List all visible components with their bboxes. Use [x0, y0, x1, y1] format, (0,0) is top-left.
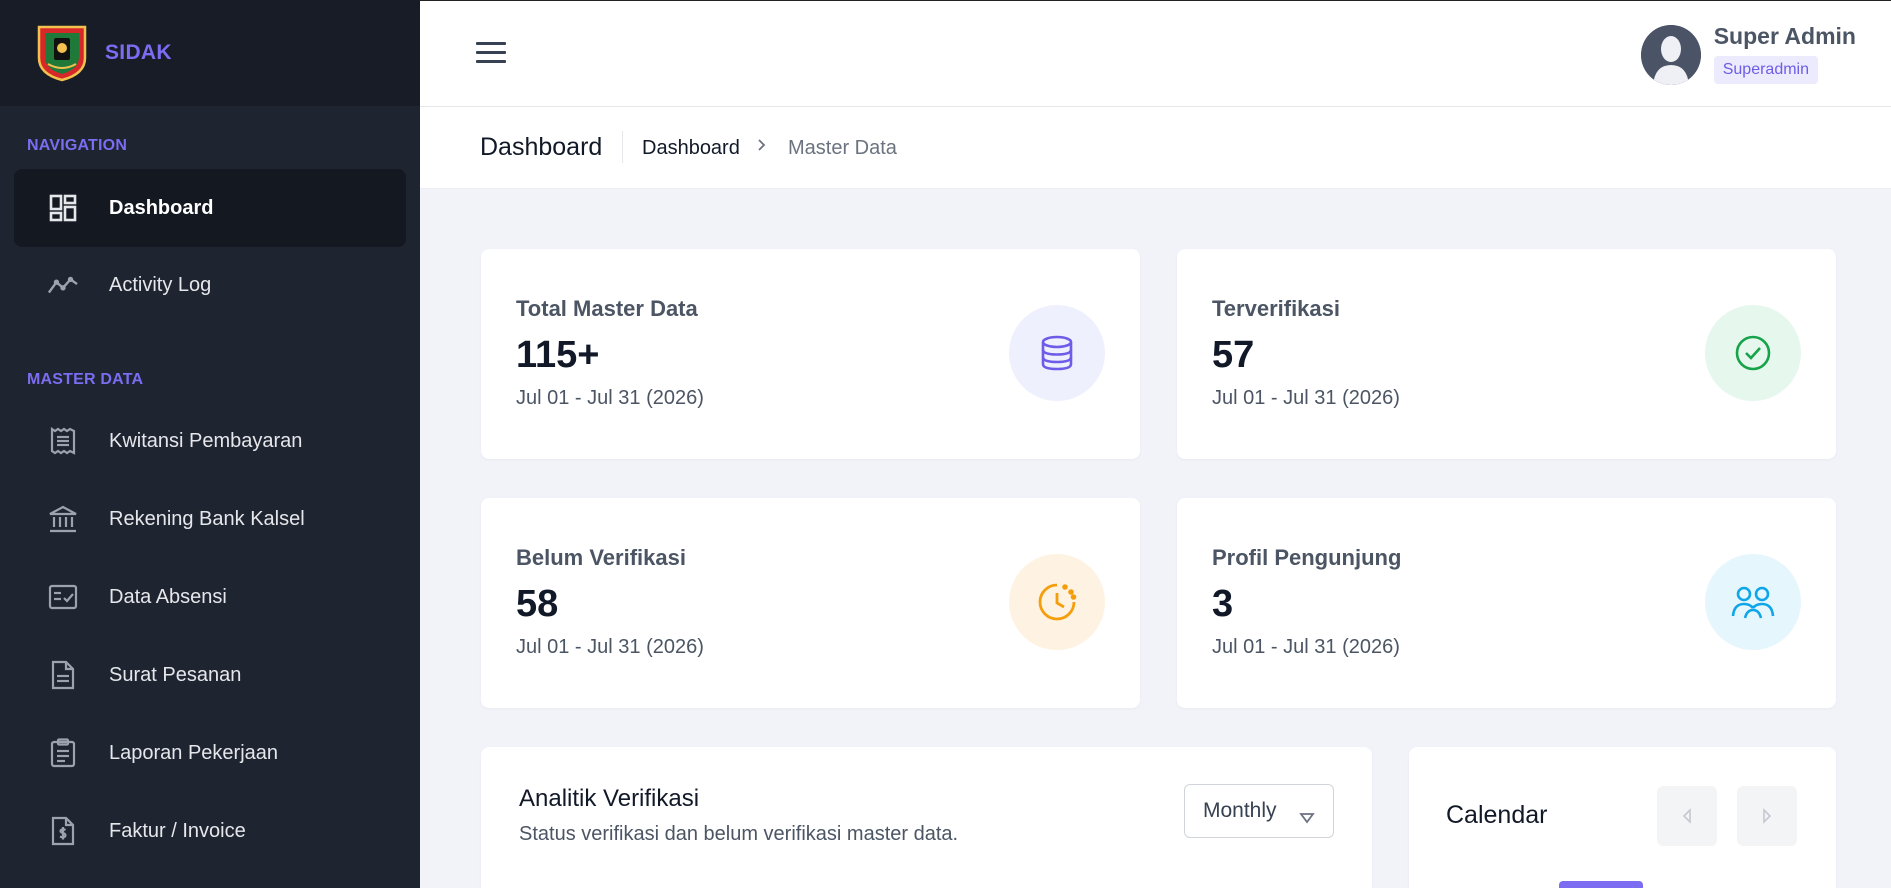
- sidebar-item-faktur[interactable]: Faktur / Invoice: [14, 792, 406, 870]
- user-info: Super Admin Superadmin: [1713, 23, 1856, 84]
- stat-label: Total Master Data: [516, 296, 698, 321]
- chevron-down-icon: [1299, 806, 1315, 830]
- brand-header: SIDAK: [0, 0, 420, 106]
- sidebar-item-label: Kwitansi Pembayaran: [109, 429, 303, 452]
- user-role-badge: Superadmin: [1713, 56, 1818, 84]
- sidebar-item-label: Data Absensi: [109, 585, 227, 608]
- calendar-card: Calendar: [1409, 747, 1836, 888]
- sidebar-item-laporan[interactable]: Laporan Pekerjaan: [14, 714, 406, 792]
- sidebar-item-label: Activity Log: [109, 273, 212, 296]
- sidebar: SIDAK NAVIGATION Dashboard Activity Log …: [0, 0, 420, 888]
- stat-value: 3: [1212, 583, 1234, 625]
- activity-icon: [48, 270, 78, 300]
- divider: [622, 131, 623, 163]
- stat-label: Terverifikasi: [1212, 296, 1341, 321]
- avatar: [1640, 25, 1701, 85]
- stat-label: Profil Pengunjung: [1212, 545, 1402, 570]
- brand-name: SIDAK: [105, 41, 172, 64]
- receipt-icon: [48, 426, 78, 456]
- period-select-value: Monthly: [1203, 799, 1277, 822]
- stat-date-range: Jul 01 - Jul 31 (2026): [516, 636, 704, 658]
- stat-date-range: Jul 01 - Jul 31 (2026): [1212, 636, 1400, 658]
- stat-value: 115+: [516, 334, 600, 376]
- sidebar-item-kwitansi[interactable]: Kwitansi Pembayaran: [14, 402, 406, 480]
- breadcrumb: Dashboard Dashboard Master Data: [420, 107, 1891, 189]
- sidebar-item-label: Laporan Pekerjaan: [109, 741, 279, 764]
- sidebar-item-surat-pesanan[interactable]: Surat Pesanan: [14, 636, 406, 714]
- hamburger-menu-icon[interactable]: [476, 42, 506, 66]
- analytics-title: Analitik Verifikasi: [519, 785, 700, 812]
- calendar-title: Calendar: [1446, 801, 1548, 829]
- clock-icon: [1009, 554, 1105, 650]
- sidebar-item-absensi[interactable]: Data Absensi: [14, 558, 406, 636]
- stat-value: 57: [1212, 334, 1255, 376]
- stat-label: Belum Verifikasi: [516, 545, 686, 570]
- stat-card-terverifikasi: Terverifikasi 57 Jul 01 - Jul 31 (2026): [1177, 249, 1836, 459]
- sidebar-item-rekening[interactable]: Rekening Bank Kalsel: [14, 480, 406, 558]
- period-select[interactable]: Monthly: [1184, 784, 1334, 838]
- user-name: Super Admin: [1713, 23, 1856, 49]
- sidebar-item-activity-log[interactable]: Activity Log: [14, 246, 406, 324]
- sidebar-item-label: Faktur / Invoice: [109, 819, 246, 842]
- breadcrumb-item-dashboard[interactable]: Dashboard: [642, 137, 740, 159]
- clipboard-icon: [48, 738, 78, 768]
- check-circle-icon: [1705, 305, 1801, 401]
- bank-icon: [48, 504, 78, 534]
- sidebar-item-label: Rekening Bank Kalsel: [109, 507, 305, 530]
- dashboard-icon: [48, 193, 78, 223]
- sidebar-item-label: Dashboard: [109, 196, 214, 219]
- calendar-today-highlight[interactable]: [1559, 881, 1643, 888]
- calendar-next-button[interactable]: [1737, 786, 1797, 846]
- stat-date-range: Jul 01 - Jul 31 (2026): [516, 387, 704, 409]
- database-icon: [1009, 305, 1105, 401]
- top-bar: Super Admin Superadmin: [420, 0, 1891, 107]
- analytics-card: Analitik Verifikasi Status verifikasi da…: [481, 747, 1372, 888]
- document-icon: [48, 660, 78, 690]
- user-profile[interactable]: Super Admin Superadmin: [1640, 23, 1856, 85]
- section-navigation: NAVIGATION: [27, 137, 128, 154]
- sidebar-item-dashboard[interactable]: Dashboard: [14, 169, 406, 247]
- analytics-subtitle: Status verifikasi dan belum verifikasi m…: [519, 823, 959, 845]
- stat-card-total: Total Master Data 115+ Jul 01 - Jul 31 (…: [481, 249, 1140, 459]
- attendance-icon: [48, 582, 78, 612]
- stat-card-profil-pengunjung: Profil Pengunjung 3 Jul 01 - Jul 31 (202…: [1177, 498, 1836, 708]
- stat-date-range: Jul 01 - Jul 31 (2026): [1212, 387, 1400, 409]
- stat-card-belum-verifikasi: Belum Verifikasi 58 Jul 01 - Jul 31 (202…: [481, 498, 1140, 708]
- chevron-right-icon: [756, 135, 768, 161]
- page-title: Dashboard: [480, 133, 603, 161]
- users-icon: [1705, 554, 1801, 650]
- calendar-prev-button[interactable]: [1657, 786, 1717, 846]
- logo-icon: [37, 25, 87, 82]
- sidebar-item-label: Surat Pesanan: [109, 663, 242, 686]
- stat-value: 58: [516, 583, 559, 625]
- invoice-icon: [48, 816, 78, 846]
- section-master-data: MASTER DATA: [27, 371, 144, 388]
- breadcrumb-item-master-data: Master Data: [788, 137, 897, 159]
